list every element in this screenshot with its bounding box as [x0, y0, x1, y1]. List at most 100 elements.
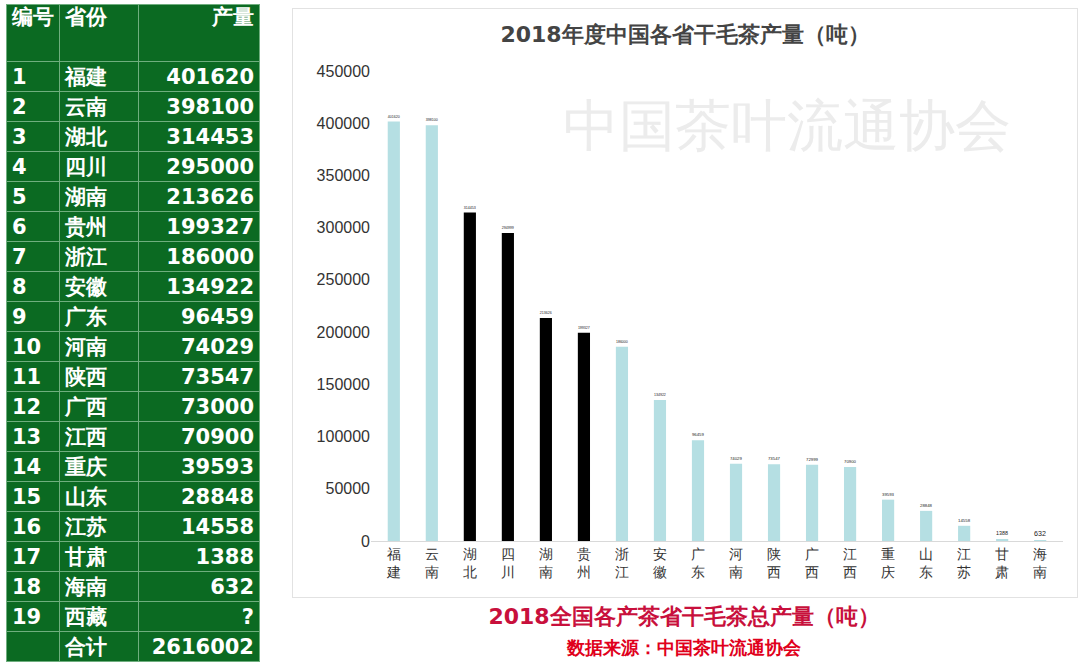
html-text:12: 12	[12, 394, 42, 419]
svg-text:186000: 186000	[616, 340, 628, 344]
html-text:湖北: 湖北	[65, 124, 107, 149]
html-text:28848: 28848	[180, 484, 254, 509]
html-text:15: 15	[12, 484, 42, 509]
svg-text:400000: 400000	[317, 115, 370, 132]
svg-text:湖南: 湖南	[539, 546, 553, 580]
svg-text:14558: 14558	[958, 518, 971, 523]
html-text:四川: 四川	[65, 154, 107, 179]
svg-text:73547: 73547	[768, 456, 781, 461]
svg-text:安徽: 安徽	[653, 546, 667, 580]
html-text:70900: 70900	[180, 424, 254, 449]
svg-text:74029: 74029	[730, 456, 743, 461]
html-text:401620: 401620	[166, 64, 254, 89]
svg-text:广东: 广东	[691, 546, 705, 580]
html-text:安徽: 安徽	[65, 274, 107, 299]
html-text:福建: 福建	[65, 64, 107, 89]
svg-text:28848: 28848	[920, 503, 933, 508]
html-text:湖南: 湖南	[65, 184, 107, 209]
html-text:314453: 314453	[166, 124, 254, 149]
svg-text:450000: 450000	[317, 63, 370, 80]
html-text:河南: 河南	[65, 334, 107, 359]
svg-text:350000: 350000	[317, 167, 370, 184]
svg-text:四川: 四川	[501, 546, 515, 580]
html-text:海南: 海南	[65, 574, 107, 599]
svg-text:陕西: 陕西	[767, 546, 781, 580]
svg-text:海南: 海南	[1033, 546, 1047, 580]
html-text:陕西: 陕西	[65, 364, 107, 389]
html-text:贵州: 贵州	[65, 214, 107, 239]
html-text:广东: 广东	[65, 304, 107, 329]
html-text:西藏: 西藏	[65, 604, 107, 629]
html-text:295000: 295000	[166, 154, 254, 179]
html-text:省份: 省份	[65, 5, 107, 29]
html-text:96459: 96459	[180, 304, 254, 329]
svg-text:134922: 134922	[654, 393, 666, 397]
svg-text:150000: 150000	[317, 376, 370, 393]
html-text:江苏: 江苏	[65, 514, 107, 539]
html-text:11: 11	[12, 364, 42, 389]
svg-text:云南: 云南	[425, 546, 439, 580]
html-text:632: 632	[210, 574, 254, 599]
svg-text:314453: 314453	[464, 206, 476, 210]
svg-text:50000: 50000	[326, 480, 371, 497]
svg-text:632: 632	[1034, 530, 1046, 538]
html-text:中国茶叶流通协会: 中国茶叶流通协会	[563, 93, 1011, 158]
svg-text:200000: 200000	[317, 324, 370, 341]
svg-text:199327: 199327	[578, 326, 590, 330]
html-text:134922: 134922	[166, 274, 254, 299]
svg-text:湖北: 湖北	[463, 546, 477, 580]
html-text:云南: 云南	[65, 94, 107, 119]
svg-text:广西: 广西	[805, 546, 819, 580]
html-text:18: 18	[12, 574, 42, 599]
html-text:13: 13	[12, 424, 42, 449]
svg-text:401620: 401620	[388, 115, 400, 119]
svg-text:江苏: 江苏	[957, 546, 971, 580]
svg-text:72999: 72999	[806, 457, 819, 462]
svg-text:100000: 100000	[317, 428, 370, 445]
html-text:186000: 186000	[166, 244, 254, 269]
svg-text:213626: 213626	[540, 311, 552, 315]
html-text:74029: 74029	[180, 334, 254, 359]
html-text:73000: 73000	[180, 394, 254, 419]
svg-text:福建: 福建	[386, 546, 401, 580]
html-text:213626: 213626	[166, 184, 254, 209]
svg-text:2018年度中国各省干毛茶产量（吨）: 2018年度中国各省干毛茶产量（吨）	[500, 22, 869, 47]
html-text:山东: 山东	[65, 484, 107, 509]
svg-text:1388: 1388	[996, 530, 1008, 536]
html-text:江西: 江西	[65, 424, 107, 449]
html-text:19: 19	[12, 604, 42, 629]
svg-text:江西: 江西	[843, 546, 857, 580]
html-text:编号: 编号	[12, 5, 54, 29]
html-text:398100: 398100	[166, 94, 254, 119]
svg-text:96459: 96459	[692, 432, 705, 437]
svg-text:70900: 70900	[844, 459, 857, 464]
svg-text:300000: 300000	[317, 219, 370, 236]
html-text:2616002: 2616002	[151, 634, 254, 659]
svg-text:重庆: 重庆	[881, 546, 895, 580]
html-text:1388: 1388	[195, 544, 254, 569]
svg-text:甘肃: 甘肃	[995, 546, 1009, 580]
html-text:甘肃: 甘肃	[65, 544, 107, 569]
svg-text:贵州: 贵州	[577, 546, 591, 580]
svg-text:294999: 294999	[502, 226, 514, 230]
svg-text:浙江: 浙江	[615, 546, 629, 580]
svg-text:0: 0	[361, 533, 370, 550]
html-text:10: 10	[12, 334, 42, 359]
html-text:广西: 广西	[65, 394, 107, 419]
html-text:重庆: 重庆	[65, 454, 107, 479]
html-text:合计: 合计	[65, 634, 107, 659]
html-text:2018全国各产茶省干毛茶总产量（吨）: 2018全国各产茶省干毛茶总产量（吨）	[488, 604, 880, 629]
svg-text:39593: 39593	[882, 492, 895, 497]
html-text:14: 14	[12, 454, 42, 479]
html-text:16: 16	[12, 514, 42, 539]
html-text:39593: 39593	[180, 454, 254, 479]
html-text:17: 17	[12, 544, 42, 569]
svg-text:398100: 398100	[426, 118, 438, 122]
html-text:浙江: 浙江	[65, 244, 107, 269]
html-text:199327: 199327	[166, 214, 254, 239]
svg-text:250000: 250000	[317, 271, 370, 288]
html-text:73547: 73547	[180, 364, 254, 389]
svg-text:河南: 河南	[729, 546, 743, 580]
svg-text:山东: 山东	[919, 546, 933, 580]
html-text:14558: 14558	[180, 514, 254, 539]
